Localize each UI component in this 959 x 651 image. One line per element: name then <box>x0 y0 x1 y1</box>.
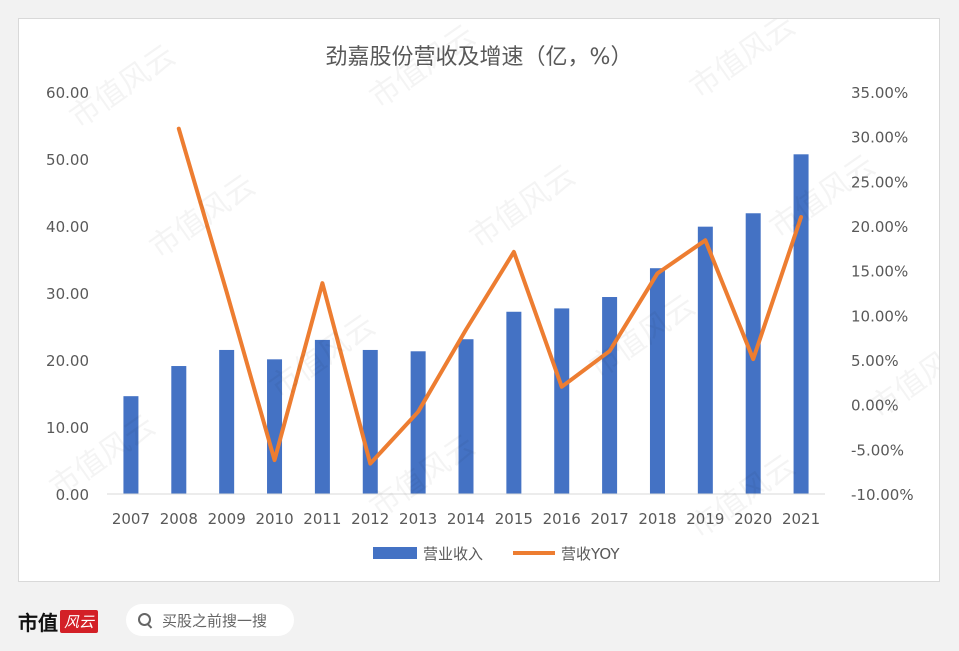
watermark-text: 市值风云 <box>684 19 802 106</box>
x-tick-label: 2019 <box>686 510 724 528</box>
x-tick-label: 2020 <box>734 510 772 528</box>
legend-label-line: 营收YOY <box>561 545 620 563</box>
logo-badge: 风云 <box>60 609 99 633</box>
bar-2015 <box>506 311 522 494</box>
bar-2017 <box>602 297 618 494</box>
x-tick-label: 2014 <box>447 510 485 528</box>
watermark-text: 市值风云 <box>584 288 702 385</box>
watermark-text: 市值风云 <box>144 168 262 265</box>
bar-2016 <box>554 308 570 494</box>
legend-label-bars: 营业收入 <box>423 545 483 563</box>
bar-2013 <box>410 351 426 494</box>
y-left-tick-label: 50.00 <box>46 151 89 169</box>
footer-bar: 市值 风云 买股之前搜一搜 <box>0 590 959 651</box>
y-right-tick-label: 10.00% <box>851 307 908 325</box>
x-tick-label: 2008 <box>160 510 198 528</box>
bar-2019 <box>697 226 713 495</box>
x-tick-label: 2011 <box>303 510 341 528</box>
y-right-tick-label: -5.00% <box>851 441 904 459</box>
watermark-text: 市值风云 <box>864 328 939 425</box>
logo-text: 市值 <box>18 610 58 635</box>
search-placeholder: 买股之前搜一搜 <box>162 611 268 630</box>
x-tick-label: 2016 <box>543 510 581 528</box>
bar-2021 <box>793 154 809 494</box>
x-tick-label: 2007 <box>112 510 150 528</box>
bar-2014 <box>458 339 474 494</box>
y-left-tick-label: 20.00 <box>46 352 89 370</box>
y-left-tick-label: 40.00 <box>46 218 89 236</box>
x-tick-label: 2013 <box>399 510 437 528</box>
y-right-tick-label: 20.00% <box>851 218 908 236</box>
y-right-tick-label: 5.00% <box>851 352 899 370</box>
y-right-tick-label: 25.00% <box>851 173 908 191</box>
bar-2010 <box>267 359 283 494</box>
chart-title: 劲嘉股份营收及增速（亿，%） <box>326 45 633 70</box>
brand-logo[interactable]: 市值 风云 <box>18 606 99 636</box>
x-tick-label: 2012 <box>351 510 389 528</box>
bar-2009 <box>219 349 235 494</box>
y-right-tick-label: 30.00% <box>851 129 908 147</box>
x-tick-label: 2015 <box>495 510 533 528</box>
x-tick-label: 2021 <box>782 510 820 528</box>
x-tick-label: 2010 <box>255 510 293 528</box>
y-right-tick-label: -10.00% <box>851 486 914 504</box>
bar-2012 <box>362 349 378 494</box>
x-tick-label: 2018 <box>638 510 676 528</box>
watermark-text: 市值风云 <box>464 158 582 255</box>
bar-2007 <box>123 396 139 494</box>
search-icon <box>138 613 152 627</box>
chart-frame: 劲嘉股份营收及增速（亿，%） 0.00 10.00 20.00 30.00 40.00 50… <box>18 18 940 582</box>
line-yoy <box>176 126 804 466</box>
legend-swatch-bars <box>373 547 417 559</box>
bar-2008 <box>171 366 187 494</box>
chart-svg: 劲嘉股份营收及增速（亿，%） 0.00 10.00 20.00 30.00 40.00 50… <box>44 19 939 563</box>
x-tick-label: 2009 <box>208 510 246 528</box>
y-left-tick-label: 60.00 <box>46 84 89 102</box>
search-input[interactable]: 买股之前搜一搜 <box>126 604 294 636</box>
y-right-tick-label: 35.00% <box>851 84 908 102</box>
bar-2011 <box>314 339 330 494</box>
y-right-tick-label: 15.00% <box>851 263 908 281</box>
y-left-tick-label: 10.00 <box>46 419 89 437</box>
y-left-tick-label: 0.00 <box>56 486 89 504</box>
x-tick-label: 2017 <box>591 510 629 528</box>
y-right-tick-label: 0.00% <box>851 397 899 415</box>
bar-2018 <box>649 268 665 494</box>
y-left-tick-label: 30.00 <box>46 285 89 303</box>
